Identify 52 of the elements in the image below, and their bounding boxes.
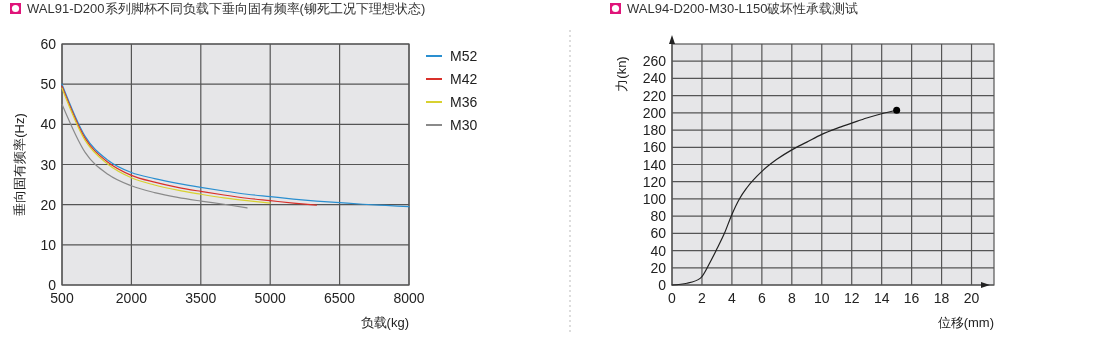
y-tick-label: 220 bbox=[642, 87, 667, 104]
x-tick-label: 2000 bbox=[115, 290, 148, 306]
x-axis-title: 位移(mm) bbox=[937, 315, 994, 330]
line-series bbox=[61, 103, 248, 209]
x-tick-label: 8000 bbox=[393, 290, 425, 306]
y-tick-label: 0 bbox=[48, 277, 57, 293]
x-tick-label: 500 bbox=[50, 290, 74, 306]
x-tick-label: 0 bbox=[668, 290, 677, 306]
y-tick-label: 40 bbox=[40, 116, 57, 133]
x-tick-label: 14 bbox=[873, 290, 890, 306]
y-axis-title: 垂向固有频率(Hz) bbox=[12, 113, 27, 216]
y-tick-label: 30 bbox=[40, 156, 57, 173]
chart-title: WAL91-D200系列脚杯不同负载下垂向固有频率(铆死工况下理想状态) bbox=[27, 1, 426, 16]
y-tick-label: 20 bbox=[650, 259, 667, 276]
x-tick-label: 3500 bbox=[185, 290, 217, 306]
line-series bbox=[61, 87, 271, 204]
x-tick-label: 6500 bbox=[324, 290, 356, 306]
y-tick-label: 60 bbox=[650, 225, 667, 242]
y-tick-label: 240 bbox=[642, 70, 667, 87]
y-tick-label: 10 bbox=[40, 236, 57, 253]
x-tick-label: 20 bbox=[963, 290, 980, 306]
y-tick-label: 0 bbox=[658, 277, 667, 293]
y-axis-title: 力(kn) bbox=[614, 56, 629, 92]
legend-label: M52 bbox=[450, 48, 478, 64]
y-tick-label: 40 bbox=[650, 242, 667, 259]
y-tick-label: 60 bbox=[40, 36, 57, 52]
y-tick-label: 80 bbox=[650, 208, 667, 225]
x-tick-label: 4 bbox=[728, 290, 737, 306]
y-tick-label: 50 bbox=[40, 76, 57, 93]
x-tick-label: 12 bbox=[843, 290, 860, 306]
chart-title: WAL94-D200-M30-L150破坏性承载测试 bbox=[627, 1, 859, 16]
y-tick-label: 100 bbox=[642, 190, 667, 207]
y-tick-label: 20 bbox=[40, 196, 57, 213]
y-tick-label: 260 bbox=[642, 53, 667, 70]
x-axis-title: 负载(kg) bbox=[360, 315, 409, 330]
x-tick-label: 10 bbox=[813, 290, 830, 306]
x-tick-label: 16 bbox=[903, 290, 920, 306]
x-tick-label: 8 bbox=[787, 290, 796, 306]
y-tick-label: 120 bbox=[642, 173, 667, 190]
y-tick-label: 140 bbox=[642, 156, 667, 173]
y-tick-label: 180 bbox=[642, 122, 667, 139]
x-tick-label: 6 bbox=[757, 290, 766, 306]
y-tick-label: 160 bbox=[642, 139, 667, 156]
line-series bbox=[61, 83, 410, 208]
x-tick-label: 18 bbox=[933, 290, 950, 306]
y-tick-label: 200 bbox=[642, 104, 667, 121]
x-tick-label: 5000 bbox=[254, 290, 286, 306]
x-tick-label: 2 bbox=[698, 290, 707, 306]
legend-label: M36 bbox=[450, 94, 478, 110]
legend-label: M30 bbox=[450, 117, 478, 133]
legend-label: M42 bbox=[450, 71, 478, 87]
line-series bbox=[61, 85, 318, 206]
